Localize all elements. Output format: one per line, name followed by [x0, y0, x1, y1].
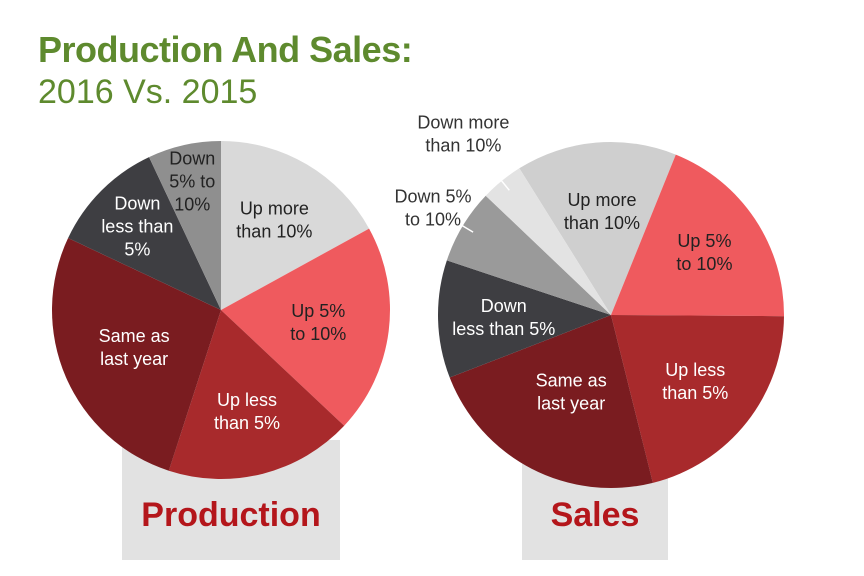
- production-slice-same-as-last-year: [51, 238, 221, 471]
- production-label-up-less-than-5pct: Up less than 5%: [214, 390, 280, 433]
- chart-title: Production And Sales:: [38, 29, 413, 70]
- sales-leader-down-more-than-10pct: [496, 175, 510, 191]
- sales-slice-down-5pct-to-10pct: [446, 195, 611, 315]
- production-label-down-5pct-to-10pct: Down 5% to 10%: [169, 148, 215, 214]
- sales-pie: Up more than 10% Up 5% to 10% Up less than 5%…: [395, 113, 785, 489]
- sales-slice-up-5pct-to-10pct: [611, 154, 785, 317]
- sales-label-up-less-than-5pct: Up less than 5%: [662, 360, 728, 403]
- sales-label-same-as-last-year: Same as last year: [536, 370, 607, 413]
- sales-label-down-5pct-to-10pct: Down 5% to 10%: [395, 187, 472, 230]
- sales-slice-up-more-than-10pct: [519, 141, 676, 315]
- sales-slice-up-less-than-5pct: [611, 315, 784, 483]
- sales-slice-same-as-last-year: [449, 315, 653, 489]
- production-slice-up-less-than-5pct: [168, 310, 345, 479]
- production-label-down-less-than-5pct: Down less than 5%: [101, 193, 173, 259]
- sales-label-up-more-than-10pct: Up more than 10%: [564, 190, 640, 233]
- sales-label-up-5pct-to-10pct: Up 5% to 10%: [676, 231, 732, 274]
- production-label-up-more-than-10pct: Up more than 10%: [236, 198, 312, 241]
- production-slice-up-more-than-10pct: [221, 141, 370, 310]
- sales-slice-down-less-than-5pct: [437, 260, 611, 378]
- sales-label: Sales: [550, 496, 640, 534]
- sales-leader-down-5pct-to-10pct: [456, 221, 474, 233]
- production-pie: Up more than 10% Up 5% to 10% Up less than 5%…: [51, 141, 390, 479]
- sales-slice-down-more-than-10pct: [485, 168, 611, 315]
- production-label-same-as-last-year: Same as last year: [99, 326, 170, 369]
- sales-label-down-more-than-10pct: Down more than 10%: [417, 113, 509, 156]
- production-label: Production: [141, 496, 321, 534]
- production-slice-up-5pct-to-10pct: [221, 228, 390, 426]
- production-slice-down-less-than-5pct: [68, 157, 221, 310]
- sales-label-down-less-than-5pct: Down less than 5%: [452, 296, 555, 339]
- production-slice-down-5pct-to-10pct: [149, 141, 221, 310]
- chart-subtitle: 2016 Vs. 2015: [38, 73, 258, 111]
- production-label-up-5pct-to-10pct: Up 5% to 10%: [290, 301, 346, 344]
